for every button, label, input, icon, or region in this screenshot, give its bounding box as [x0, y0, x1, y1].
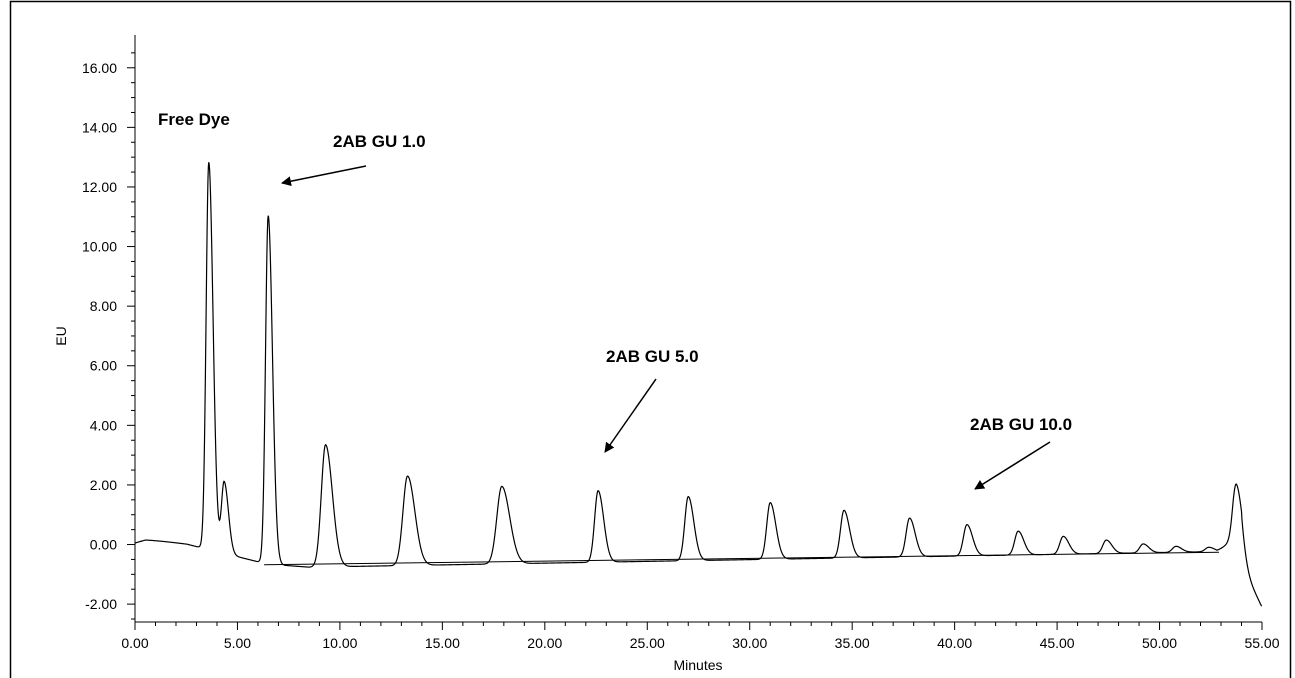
- peak-annotation-label: 2AB GU 5.0: [606, 347, 699, 366]
- integration-baseline: [264, 551, 1219, 566]
- traces: [134, 162, 1263, 607]
- y-tick-label: 0.00: [90, 537, 117, 553]
- y-tick-label: 4.00: [90, 417, 117, 433]
- y-tick-label: 6.00: [90, 358, 117, 374]
- chromatogram-trace: [134, 162, 1263, 607]
- peak-annotation-label: Free Dye: [158, 110, 230, 129]
- y-axis-title: EU: [53, 326, 69, 345]
- x-tick-label: 30.00: [732, 635, 767, 651]
- outer-frame: [9, 0, 1292, 678]
- x-tick-label: 5.00: [224, 635, 251, 651]
- x-axis-title: Minutes: [673, 657, 722, 673]
- x-tick-label: 10.00: [322, 635, 357, 651]
- y-tick-label: 8.00: [90, 298, 117, 314]
- x-tick-label: 0.00: [121, 635, 148, 651]
- x-tick-label: 20.00: [527, 635, 562, 651]
- y-tick-label: 2.00: [90, 477, 117, 493]
- annotation-arrow: [974, 441, 1051, 490]
- annotation-arrow: [281, 165, 367, 187]
- x-tick-label: 35.00: [835, 635, 870, 651]
- annotation-arrow: [604, 378, 657, 453]
- y-tick-label: 10.00: [82, 239, 117, 255]
- y-tick-label: 16.00: [82, 60, 117, 76]
- peak-annotation-label: 2AB GU 1.0: [333, 132, 426, 151]
- y-tick-label: 14.00: [82, 119, 117, 135]
- peak-annotation-label: 2AB GU 10.0: [970, 415, 1072, 434]
- x-tick-label: 25.00: [630, 635, 665, 651]
- annotations: Free Dye 2AB GU 1.0 2AB GU 5.0 2AB GU 10.0: [158, 110, 1072, 490]
- x-tick-label: 50.00: [1142, 635, 1177, 651]
- y-tick-label: 12.00: [82, 179, 117, 195]
- y-tick-label: -2.00: [85, 596, 117, 612]
- x-tick-label: 45.00: [1040, 635, 1075, 651]
- y-axis-ticks: -2.00 0.00 2.00 4.00 6.00 8.00 10.00 12.00 14.00…: [82, 52, 135, 620]
- x-axis-ticks: 0.00 5.00 10.00 15.00 20.00 25.00 30.00 35.00 40…: [121, 622, 1280, 651]
- x-tick-label: 55.00: [1244, 635, 1279, 651]
- x-tick-label: 15.00: [425, 635, 460, 651]
- x-tick-label: 40.00: [937, 635, 972, 651]
